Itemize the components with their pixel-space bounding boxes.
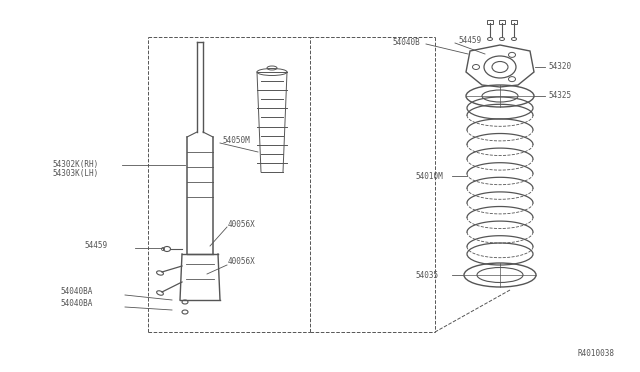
Text: 54010M: 54010M	[415, 171, 443, 180]
Text: 54040BA: 54040BA	[60, 299, 92, 308]
Text: 54459: 54459	[84, 241, 107, 250]
Text: 54459: 54459	[458, 35, 481, 45]
Text: 54325: 54325	[548, 90, 571, 99]
Text: R4010038: R4010038	[578, 350, 615, 359]
Text: 40056X: 40056X	[228, 257, 256, 266]
Text: 54040BA: 54040BA	[60, 288, 92, 296]
Text: 54303K(LH): 54303K(LH)	[52, 169, 99, 177]
Text: 54035: 54035	[415, 270, 438, 279]
Text: 54302K(RH): 54302K(RH)	[52, 160, 99, 169]
Text: 54320: 54320	[548, 61, 571, 71]
Bar	[487, 20, 493, 24]
Bar	[499, 20, 505, 24]
Bar	[511, 20, 517, 24]
Text: 54040B: 54040B	[392, 38, 420, 46]
Text: 54050M: 54050M	[222, 135, 250, 144]
Text: 40056X: 40056X	[228, 219, 256, 228]
